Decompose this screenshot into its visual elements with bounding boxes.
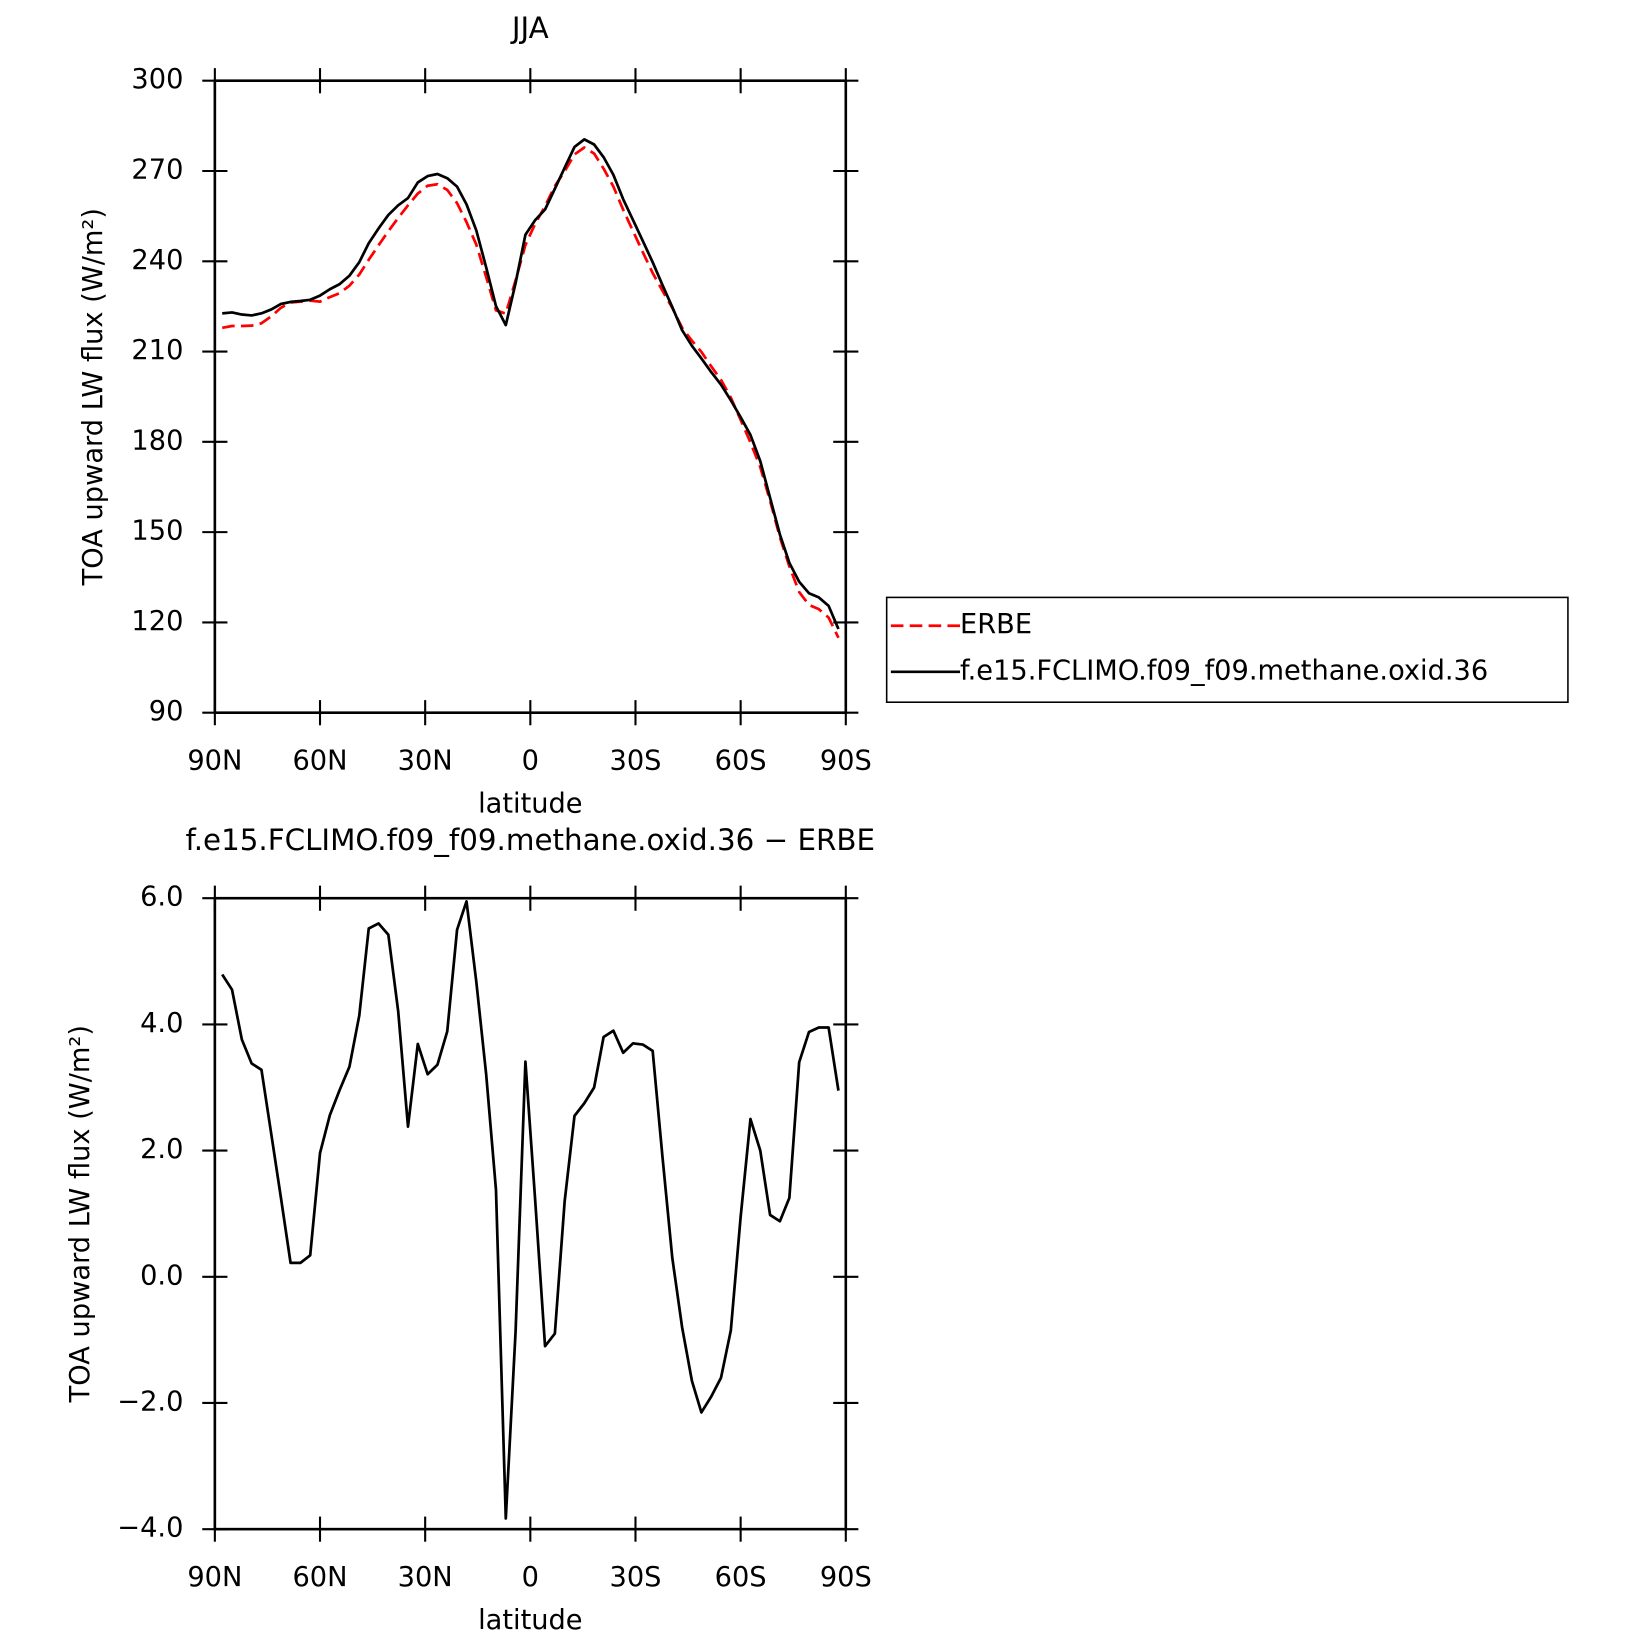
x-tick-label: 60N <box>292 745 347 776</box>
y-tick-label: 240 <box>131 245 183 276</box>
data-line <box>221 899 840 1520</box>
x-tick-label: 30S <box>610 1562 662 1593</box>
y-tick-label: −4.0 <box>117 1513 183 1544</box>
x-tick-label: 90N <box>187 1562 242 1593</box>
y-tick-label: 270 <box>131 154 183 185</box>
data-line <box>222 138 840 630</box>
y-axis-label: TOA upward LW flux (W/m²) <box>65 1025 96 1403</box>
y-tick-label: −2.0 <box>117 1386 183 1417</box>
y-tick-label: 120 <box>131 606 183 637</box>
chart-title: f.e15.FCLIMO.f09_f09.methane.oxid.36 − E… <box>186 823 876 857</box>
legend-box <box>885 596 1569 703</box>
y-tick-label: 0.0 <box>140 1260 183 1291</box>
plot-frame <box>213 896 848 1531</box>
legend-label: f.e15.FCLIMO.f09_f09.methane.oxid.36 <box>960 655 1488 686</box>
legend-label: ERBE <box>960 609 1032 640</box>
x-tick-label: 60S <box>715 745 767 776</box>
x-tick-label: 90S <box>820 1562 872 1593</box>
x-tick-label: 60S <box>715 1562 767 1593</box>
x-axis-label: latitude <box>478 1605 582 1635</box>
x-tick-label: 0 <box>522 745 539 776</box>
x-tick-label: 90N <box>187 745 242 776</box>
x-tick-label: 30S <box>610 745 662 776</box>
y-tick-label: 300 <box>131 64 183 95</box>
x-tick-label: 30N <box>398 745 453 776</box>
x-axis-label: latitude <box>478 788 582 819</box>
chart-title: JJA <box>510 11 549 45</box>
y-tick-label: 4.0 <box>140 1008 183 1039</box>
y-tick-label: 150 <box>131 516 183 547</box>
y-tick-label: 90 <box>149 696 184 727</box>
y-tick-label: 180 <box>131 425 183 456</box>
x-tick-label: 60N <box>292 1562 347 1593</box>
x-tick-label: 0 <box>522 1562 539 1593</box>
y-tick-label: 210 <box>131 335 183 366</box>
data-line <box>221 146 840 639</box>
y-tick-label: 6.0 <box>140 882 183 913</box>
y-tick-label: 2.0 <box>140 1134 183 1165</box>
plot-frame <box>213 79 848 715</box>
x-tick-label: 90S <box>820 745 872 776</box>
x-tick-label: 30N <box>398 1562 453 1593</box>
y-axis-label: TOA upward LW flux (W/m²) <box>78 208 109 586</box>
